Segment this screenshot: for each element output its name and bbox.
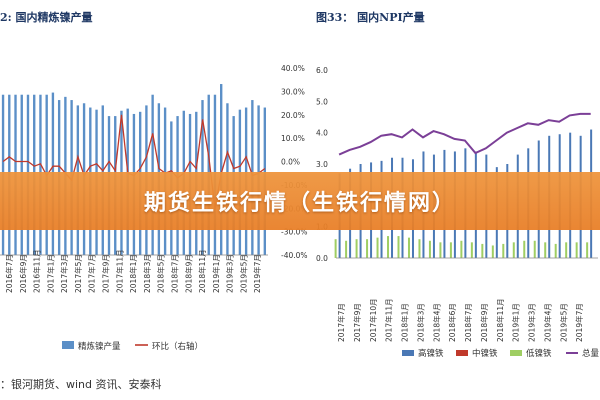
chart2-x-tick: 2018年9月 <box>479 303 489 342</box>
chart2-bar-low <box>397 236 400 258</box>
chart2-bar-low <box>449 242 452 258</box>
chart2-bar-low <box>554 243 557 258</box>
chart1-right-tick: 10.0% <box>281 134 305 143</box>
chart1-x-tick: 2017年3月 <box>59 254 69 293</box>
chart1-x-tick: 2017年9月 <box>101 254 111 293</box>
chart2-bar-low <box>345 240 348 258</box>
chart2-x-tick: 2018年6月 <box>447 303 457 342</box>
chart1-bar <box>220 84 223 256</box>
chart1-x-tick: 2017年1月 <box>45 254 55 293</box>
chart2-bar-low <box>334 239 337 258</box>
chart2-bar-low <box>428 240 431 258</box>
chart1-right-tick: 0.0% <box>281 158 300 167</box>
chart1-x-tick: 2018年9月 <box>183 254 193 293</box>
chart2-bar-low <box>439 242 442 258</box>
chart2-x-tick: 2017年9月 <box>352 303 362 342</box>
chart1-x-tick: 2017年5月 <box>73 254 83 293</box>
chart1-x-tick: 2019年7月 <box>252 254 262 293</box>
chart2-legend-swatch <box>456 350 468 356</box>
chart1-right-tick: 30.0% <box>281 87 305 96</box>
chart2-bar-low <box>491 245 494 258</box>
chart1-title: 2: 国内精炼镍产量 <box>0 11 93 24</box>
chart1-x-tick: 2017年11月 <box>114 249 124 293</box>
chart2-y-tick: 3.0 <box>316 160 328 169</box>
chart2-x-tick: 2018年4月 <box>431 303 441 342</box>
chart2-legend-label: 高镍铁 <box>418 348 444 359</box>
chart2-x-tick: 2018年3月 <box>415 303 425 342</box>
chart2-bar-low <box>481 243 484 258</box>
chart1-right-tick: -30.0% <box>281 228 308 237</box>
chart2-legend-label: 低镍铁 <box>526 348 552 359</box>
chart2-bar-low <box>387 236 390 258</box>
chart2-total-line <box>338 112 591 156</box>
chart1-right-tick: 40.0% <box>281 64 305 73</box>
chart1-x-tick: 2017年7月 <box>87 254 97 293</box>
chart1-x-tick: 2016年7月 <box>4 254 14 293</box>
chart2-x-tick: 2019年7月 <box>574 303 584 342</box>
chart2-legend-swatch <box>402 350 414 356</box>
chart1-x-tick: 2019年1月 <box>211 254 221 293</box>
chart1-x-tick: 2018年7月 <box>169 254 179 293</box>
chart1-x-tick: 2019年3月 <box>225 254 235 293</box>
chart2-y-tick: 6.0 <box>316 66 328 75</box>
chart1-x-tick: 2018年5月 <box>156 254 166 293</box>
chart1-x-tick: 2019年5月 <box>238 254 248 293</box>
chart2-x-tick: 2018年11月 <box>495 298 505 342</box>
chart2-x-tick: 2019年3月 <box>527 303 537 342</box>
chart1-right-tick: -40.0% <box>281 251 308 260</box>
chart1-legend-label-line: 环比（右轴） <box>152 341 203 352</box>
chart2-bar-low <box>533 240 536 258</box>
chart1-x-tick: 2018年1月 <box>128 254 138 293</box>
chart2-x-tick: 2018年7月 <box>463 303 473 342</box>
banner-overlay: 期货生铁行情（生铁行情网） <box>0 172 600 230</box>
chart2-bar-low <box>355 239 358 258</box>
chart2-bar-low <box>366 239 369 258</box>
chart2-x-tick: 2019年1月 <box>511 303 521 342</box>
chart2-bar-low <box>376 237 379 258</box>
chart1-x-tick: 2016年9月 <box>18 254 28 293</box>
chart2-bar-low <box>460 240 463 258</box>
chart2-x-tick: 2019年4月 <box>542 303 552 342</box>
chart2-x-tick: 2017年7月 <box>336 303 346 342</box>
chart1-x-tick: 2016年11月 <box>32 249 42 293</box>
chart2-bar-low <box>586 242 589 258</box>
chart2-title: 图33： 国内NPI产量 <box>316 11 425 24</box>
chart2-bar-low <box>544 242 547 258</box>
chart2-y-tick: 5.0 <box>316 97 328 106</box>
chart1-legend-swatch-bar <box>62 341 74 349</box>
chart2-x-tick: 2019年5月 <box>558 303 568 342</box>
chart2-bar-low <box>470 242 473 258</box>
source-note: ：银河期货、wind 资讯、安泰科 <box>0 378 162 391</box>
chart2-x-tick: 2018年1月 <box>400 303 410 342</box>
chart2-bar-low <box>418 239 421 258</box>
chart2-bar-low <box>512 242 515 258</box>
chart1-x-tick: 2018年3月 <box>142 254 152 293</box>
chart2-y-tick: 0.0 <box>316 254 328 263</box>
chart2-legend-swatch <box>510 350 522 356</box>
chart2-bar-low <box>575 242 578 258</box>
chart1-x-tick: 2018年11月 <box>197 249 207 293</box>
chart2-legend-label: 总量 <box>582 348 600 359</box>
chart2-bar-low <box>565 242 568 258</box>
chart2-y-tick: 4.0 <box>316 129 328 138</box>
chart2-bar-low <box>523 240 526 258</box>
chart2-legend-label: 中镍铁 <box>472 348 498 359</box>
chart2-bar-low <box>502 243 505 258</box>
chart2-bar-low <box>407 237 410 258</box>
chart2-x-tick: 2017年11月 <box>384 298 394 342</box>
chart1-right-tick: 20.0% <box>281 111 305 120</box>
chart2-x-tick: 2017年10月 <box>368 298 378 342</box>
chart1-legend-label-bar: 精炼镍产量 <box>78 341 121 352</box>
